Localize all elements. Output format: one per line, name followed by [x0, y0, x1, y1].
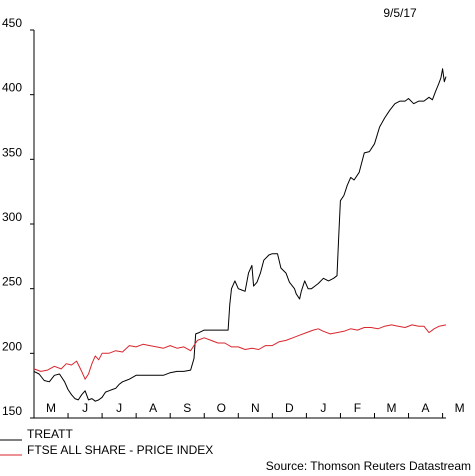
y-axis: 150 200 250 300 350 400 450 — [2, 16, 35, 419]
x-tick-label: J — [82, 401, 88, 415]
y-tick-label: 450 — [2, 16, 22, 30]
legend: TREATT FTSE ALL SHARE - PRICE INDEX — [0, 427, 213, 457]
y-ticks: 150 200 250 300 350 400 450 — [2, 16, 34, 419]
x-tick-label: S — [183, 401, 191, 415]
x-tick-label: M — [46, 401, 56, 415]
x-tick-label: J — [320, 401, 326, 415]
x-tick-label: M — [387, 401, 397, 415]
x-tick-label: N — [251, 401, 260, 415]
date-label: 9/5/17 — [383, 6, 417, 20]
source-label: Source: Thomson Reuters Datastream — [266, 459, 471, 473]
y-tick-label: 200 — [2, 339, 22, 353]
legend-item-ftse: FTSE ALL SHARE - PRICE INDEX — [0, 443, 213, 457]
legend-label-ftse: FTSE ALL SHARE - PRICE INDEX — [27, 443, 213, 457]
y-tick-label: 350 — [2, 145, 22, 159]
series-layer — [33, 68, 447, 402]
series-line-treatt — [33, 68, 447, 402]
x-tick-label: F — [354, 401, 361, 415]
x-tick-label: D — [285, 401, 294, 415]
x-tick-label: A — [149, 401, 157, 415]
y-tick-label: 400 — [2, 81, 22, 95]
x-tick-label: J — [116, 401, 122, 415]
x-tick-label: A — [422, 401, 430, 415]
y-tick-label: 250 — [2, 275, 22, 289]
x-tick-label: O — [217, 401, 226, 415]
x-tick-label: M — [455, 401, 465, 415]
y-tick-label: 150 — [2, 404, 22, 418]
series-line-ftse — [33, 324, 447, 380]
y-tick-label: 300 — [2, 210, 22, 224]
legend-label-treatt: TREATT — [27, 427, 73, 441]
legend-item-treatt: TREATT — [0, 427, 73, 441]
